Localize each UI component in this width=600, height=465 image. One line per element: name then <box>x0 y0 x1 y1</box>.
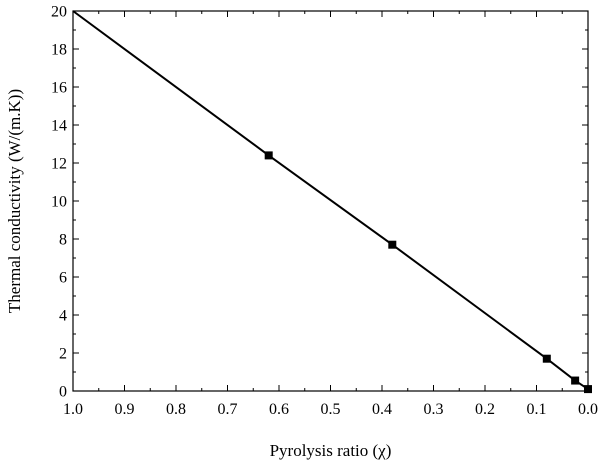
y-tick-label: 18 <box>51 42 67 59</box>
series-line <box>72 10 589 390</box>
x-tick-label: 0.4 <box>372 401 392 418</box>
series-layer <box>72 10 592 394</box>
y-tick-label: 8 <box>59 232 67 249</box>
y-tick-label: 12 <box>51 156 67 173</box>
x-tick-label: 0.5 <box>321 401 341 418</box>
x-tick-label: 0.6 <box>269 401 289 418</box>
y-tick-label: 10 <box>51 194 67 211</box>
x-axis: 1.0 0.9 0.8 0.7 0.6 0.5 0.4 0.3 0.2 0.1 0.0 <box>63 11 598 418</box>
x-tick-label: 0.3 <box>424 401 444 418</box>
x-tick-label: 0.0 <box>578 401 598 418</box>
data-point <box>542 354 551 363</box>
y-tick-label: 0 <box>59 384 67 401</box>
x-tick-label: 1.0 <box>63 401 83 418</box>
data-point <box>571 376 580 385</box>
y-tick-label: 4 <box>59 308 67 325</box>
y-axis: 0 2 4 6 8 10 12 14 16 18 20 <box>51 4 588 401</box>
x-tick-label: 0.9 <box>115 401 135 418</box>
x-tick-label: 0.1 <box>527 401 547 418</box>
y-tick-label: 16 <box>51 80 67 97</box>
x-tick-label: 0.7 <box>218 401 238 418</box>
data-point <box>264 151 273 160</box>
y-tick-label: 14 <box>51 118 67 135</box>
data-point <box>584 385 592 394</box>
data-point <box>388 240 397 249</box>
x-tick-label: 0.2 <box>475 401 495 418</box>
y-axis-title: Thermal conductivity (W/(m.K)) <box>5 89 24 313</box>
y-tick-label: 2 <box>59 346 67 363</box>
x-axis-title: Pyrolysis ratio (χ) <box>270 441 392 460</box>
y-tick-label: 6 <box>59 270 67 287</box>
y-tick-label: 20 <box>51 4 67 21</box>
x-tick-label: 0.8 <box>166 401 186 418</box>
